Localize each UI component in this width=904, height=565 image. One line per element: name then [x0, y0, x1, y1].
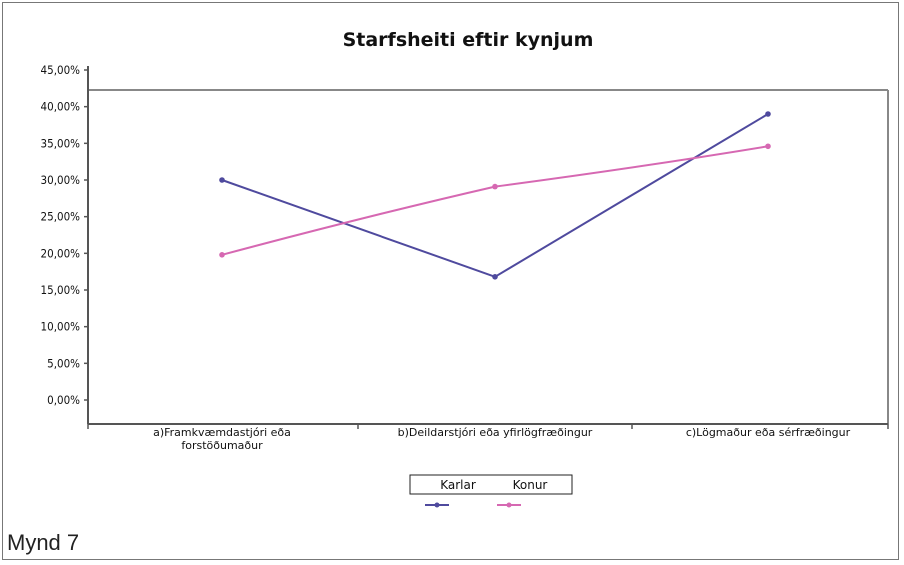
legend-keys — [425, 502, 521, 508]
data-point-karlar — [765, 111, 771, 117]
y-axis: 0,00% 5,00% 10,00% 15,00% 20,00% 25,00% 30,00%… — [41, 63, 89, 424]
data-point-karlar — [492, 274, 498, 280]
legend-key-marker-karlar — [434, 502, 440, 508]
y-tick-label: 25,00% — [41, 210, 81, 224]
legend-key-marker-konur — [506, 502, 512, 508]
data-point-konur — [219, 252, 225, 258]
x-category-label: c)Lögmaður eða sérfræðingur — [686, 426, 851, 439]
y-tick-label: 15,00% — [41, 283, 81, 297]
legend: Karlar Konur — [409, 474, 573, 508]
x-category-label: a)Framkvæmdastjóri eða — [153, 426, 291, 439]
y-tick-label: 40,00% — [41, 100, 81, 114]
legend-label-karlar: Karlar — [440, 478, 476, 492]
x-category-label: b)Deildarstjóri eða yfirlögfræðingur — [398, 426, 593, 439]
figure-caption: Mynd 7 — [7, 530, 79, 555]
y-tick-label: 10,00% — [41, 320, 81, 334]
data-point-karlar — [219, 177, 225, 183]
x-category-label: forstöðumaður — [181, 439, 263, 452]
y-tick-label: 5,00% — [47, 356, 80, 370]
data-point-konur — [765, 143, 771, 150]
series-line-karlar — [221, 113, 769, 278]
chart-frame — [2, 2, 899, 560]
y-tick-label: 30,00% — [41, 173, 81, 187]
y-tick-label: 35,00% — [41, 136, 81, 150]
y-tick-label: 45,00% — [41, 63, 81, 77]
data-point-konur — [492, 183, 498, 190]
series-layer — [219, 111, 771, 280]
y-tick-label: 0,00% — [47, 393, 80, 407]
y-tick-label: 20,00% — [41, 246, 81, 260]
chart-title: Starfsheiti eftir kynjum — [343, 29, 594, 51]
legend-label-konur: Konur — [513, 478, 548, 492]
plot-area — [88, 89, 889, 424]
legend-box — [409, 474, 573, 495]
